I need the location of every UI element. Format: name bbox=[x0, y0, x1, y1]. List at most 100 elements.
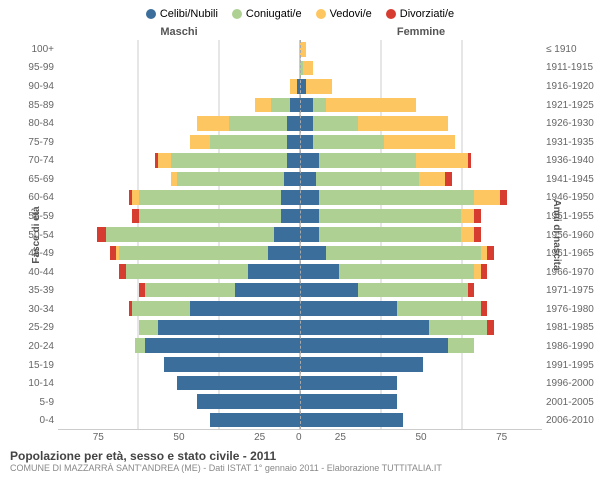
bar-segment bbox=[210, 413, 300, 428]
bar-row bbox=[300, 281, 542, 300]
bar-row bbox=[58, 207, 300, 226]
bar-segment bbox=[303, 61, 313, 76]
bar-segment bbox=[313, 98, 326, 113]
bar-segment bbox=[397, 301, 481, 316]
birth-label: 1996-2000 bbox=[546, 374, 594, 393]
bar-segment bbox=[284, 172, 300, 187]
bar-segment bbox=[171, 153, 287, 168]
bar-segment bbox=[177, 172, 283, 187]
bar-segment bbox=[139, 209, 281, 224]
bar-segment bbox=[358, 283, 468, 298]
bar-row bbox=[58, 355, 300, 374]
bar-row bbox=[58, 40, 300, 59]
bar-row bbox=[58, 170, 300, 189]
bar-row bbox=[58, 225, 300, 244]
bar-segment bbox=[300, 413, 403, 428]
footer: Popolazione per età, sesso e stato civil… bbox=[10, 449, 590, 473]
bar-segment bbox=[300, 338, 448, 353]
bar-row bbox=[300, 244, 542, 263]
bar-row bbox=[300, 299, 542, 318]
bar-segment bbox=[158, 320, 300, 335]
bar-row bbox=[58, 244, 300, 263]
bar-segment bbox=[358, 116, 448, 131]
birth-label: 1981-1985 bbox=[546, 319, 594, 338]
bar-segment bbox=[481, 301, 487, 316]
x-zero: 0 bbox=[296, 432, 302, 443]
birth-label: 1921-1925 bbox=[546, 96, 594, 115]
legend-item: Vedovi/e bbox=[316, 8, 372, 20]
legend-swatch bbox=[232, 9, 242, 19]
bar-segment bbox=[287, 135, 300, 150]
bar-segment bbox=[287, 116, 300, 131]
bar-row bbox=[58, 318, 300, 337]
bar-segment bbox=[132, 301, 190, 316]
x-axis: 255075 0 255075 bbox=[10, 432, 590, 443]
age-label: 60-64 bbox=[28, 189, 54, 208]
bar-segment bbox=[139, 320, 158, 335]
bar-segment bbox=[419, 172, 445, 187]
bar-segment bbox=[319, 153, 416, 168]
legend-label: Vedovi/e bbox=[330, 8, 372, 20]
plot-area: Fasce di età Anni di nascita 100+95-9990… bbox=[10, 40, 590, 430]
header-male: Maschi bbox=[58, 26, 300, 38]
age-label: 0-4 bbox=[40, 412, 54, 431]
bar-segment bbox=[313, 135, 384, 150]
bar-segment bbox=[319, 190, 474, 205]
birth-label: 1911-1915 bbox=[546, 59, 593, 78]
bar-segment bbox=[474, 209, 480, 224]
bar-segment bbox=[319, 227, 461, 242]
bar-segment bbox=[448, 338, 474, 353]
bar-row bbox=[300, 355, 542, 374]
bar-row bbox=[58, 59, 300, 78]
age-label: 5-9 bbox=[40, 393, 54, 412]
birth-label: 2001-2005 bbox=[546, 393, 594, 412]
legend: Celibi/NubiliConiugati/eVedovi/eDivorzia… bbox=[10, 8, 590, 20]
bar-row bbox=[300, 374, 542, 393]
legend-swatch bbox=[146, 9, 156, 19]
bar-segment bbox=[468, 283, 474, 298]
age-label: 15-19 bbox=[28, 356, 54, 375]
bar-segment bbox=[339, 264, 475, 279]
bar-segment bbox=[468, 153, 471, 168]
age-label: 30-34 bbox=[28, 300, 54, 319]
age-label: 95-99 bbox=[28, 59, 54, 78]
bar-row bbox=[300, 59, 542, 78]
bar-row bbox=[300, 114, 542, 133]
bar-segment bbox=[268, 246, 300, 261]
legend-item: Coniugati/e bbox=[232, 8, 302, 20]
x-tick: 50 bbox=[139, 432, 220, 443]
birth-labels: ≤ 19101911-19151916-19201921-19251926-19… bbox=[542, 40, 590, 430]
bar-row bbox=[300, 170, 542, 189]
bar-segment bbox=[461, 209, 474, 224]
bar-segment bbox=[319, 209, 461, 224]
bar-segment bbox=[274, 227, 300, 242]
bar-row bbox=[58, 151, 300, 170]
bar-row bbox=[58, 188, 300, 207]
birth-label: 1991-1995 bbox=[546, 356, 594, 375]
bar-row bbox=[300, 77, 542, 96]
gender-headers: Maschi Femmine bbox=[10, 26, 590, 38]
bar-segment bbox=[164, 357, 300, 372]
bar-row bbox=[300, 40, 542, 59]
bar-segment bbox=[316, 172, 419, 187]
bar-segment bbox=[300, 357, 423, 372]
bar-segment bbox=[461, 227, 474, 242]
bar-row bbox=[58, 96, 300, 115]
bar-row bbox=[58, 337, 300, 356]
bar-segment bbox=[300, 135, 313, 150]
birth-label: 1976-1980 bbox=[546, 300, 594, 319]
bar-row bbox=[58, 392, 300, 411]
age-label: 20-24 bbox=[28, 337, 54, 356]
birth-label: 2006-2010 bbox=[546, 412, 594, 431]
bar-row bbox=[58, 281, 300, 300]
legend-item: Celibi/Nubili bbox=[146, 8, 218, 20]
birth-label: ≤ 1910 bbox=[546, 40, 577, 59]
axis-right-title: Anni di nascita bbox=[551, 199, 562, 270]
bar-segment bbox=[300, 153, 319, 168]
bar-segment bbox=[158, 153, 171, 168]
age-label: 90-94 bbox=[28, 77, 54, 96]
birth-label: 1971-1975 bbox=[546, 282, 594, 301]
bar-segment bbox=[281, 209, 300, 224]
bar-segment bbox=[487, 246, 493, 261]
bar-row bbox=[300, 188, 542, 207]
